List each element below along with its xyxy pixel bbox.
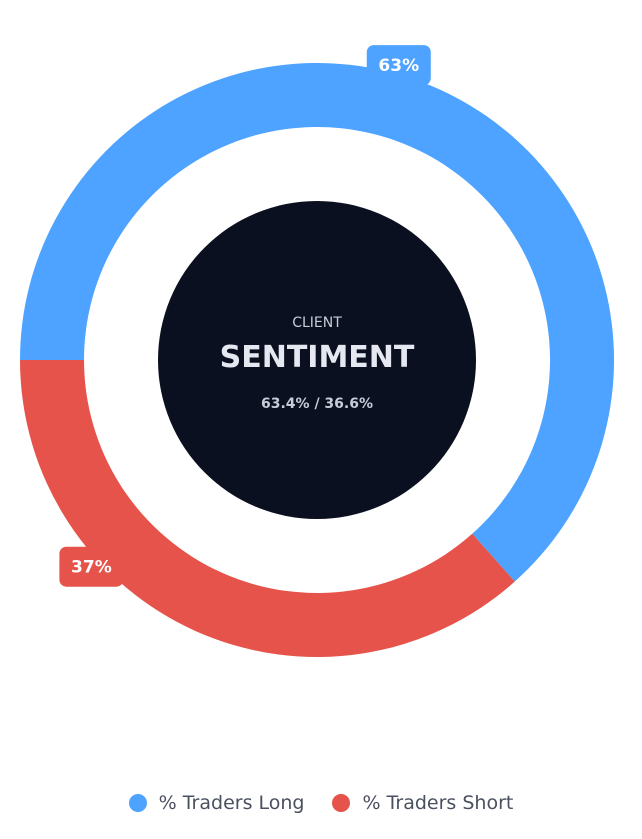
center-kicker: CLIENT xyxy=(292,315,342,331)
slice-traders-short[interactable] xyxy=(19,360,515,657)
legend-item-long[interactable]: % Traders Long xyxy=(128,792,305,814)
badge-traders-long-label: 63% xyxy=(378,56,419,76)
badge-traders-long: 63% xyxy=(366,45,431,86)
badge-traders-long-box xyxy=(366,45,431,86)
slice-traders-long[interactable] xyxy=(20,62,614,582)
donut-slices xyxy=(19,62,614,657)
slice-badges: 63% 37% xyxy=(59,45,431,587)
sentiment-donut-chart: CLIENT SENTIMENT 63.4% / 36.6% 63% 37% xyxy=(19,45,614,657)
legend-label-long: % Traders Long xyxy=(158,792,305,814)
center-disc xyxy=(158,201,476,519)
badge-traders-short-box xyxy=(59,546,124,587)
center-subtitle: 63.4% / 36.6% xyxy=(261,396,373,412)
legend-label-short: % Traders Short xyxy=(362,792,514,814)
badge-traders-short: 37% xyxy=(59,546,124,587)
badge-traders-short-label: 37% xyxy=(71,558,112,578)
legend-swatch-short xyxy=(332,794,351,812)
chart-legend: % Traders Long % Traders Short xyxy=(0,788,642,818)
legend-item-short[interactable]: % Traders Short xyxy=(332,792,513,814)
center-title: SENTIMENT xyxy=(220,340,415,375)
legend-swatch-long xyxy=(128,794,147,812)
